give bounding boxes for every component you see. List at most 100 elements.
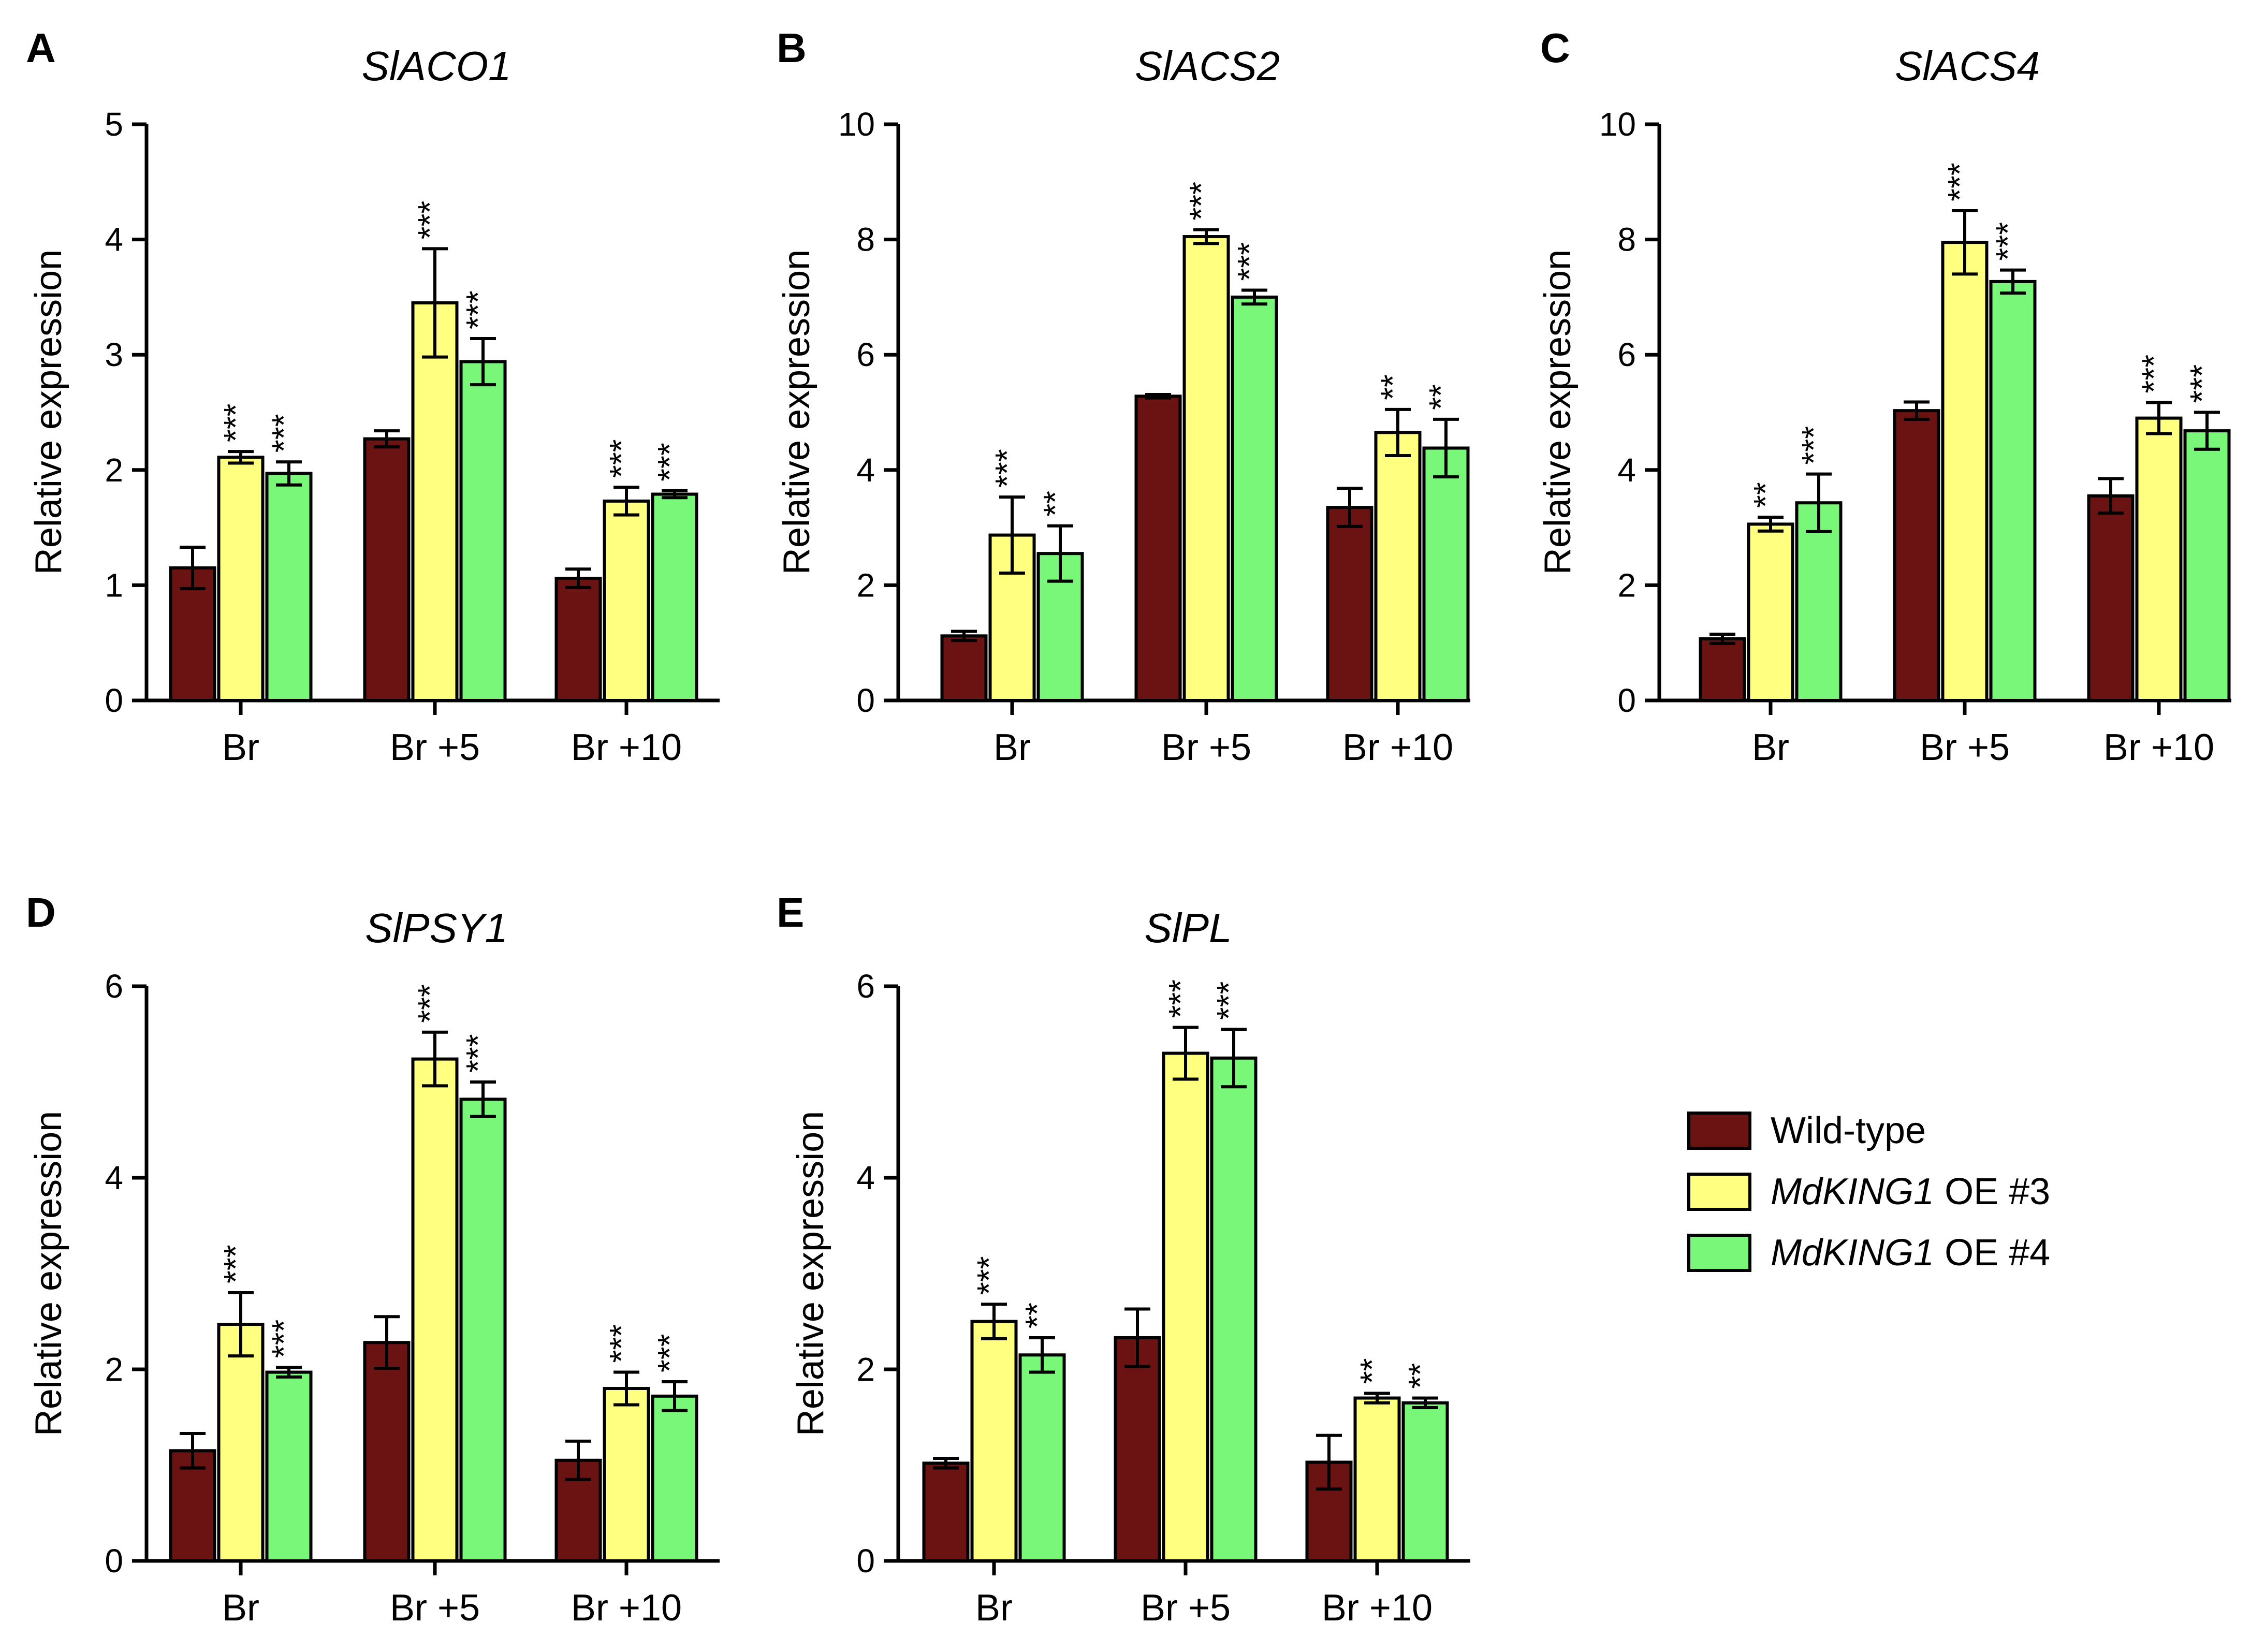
x-tick-label: Br +10	[2103, 727, 2214, 768]
y-tick-label: 0	[105, 1542, 123, 1580]
bar	[1795, 501, 1843, 703]
bar	[1326, 506, 1373, 703]
legend-label-gene: MdKING1	[1771, 1171, 1934, 1212]
bar	[1699, 637, 1746, 703]
bar	[603, 499, 650, 702]
legend-label-gene: MdKING1	[1771, 1232, 1934, 1274]
y-tick-label: 0	[856, 1542, 875, 1580]
x-tick-label: Br +5	[390, 727, 480, 768]
significance-label: ***	[1182, 182, 1220, 221]
panel-letter: A	[26, 25, 56, 71]
bar	[1114, 1336, 1161, 1562]
significance-label: **	[1353, 1358, 1391, 1384]
bar	[1941, 241, 1989, 703]
significance-label: ***	[265, 414, 302, 452]
bar	[1018, 1353, 1066, 1562]
legend-item: MdKING1 OE #4	[1687, 1232, 2050, 1274]
bar	[922, 1461, 970, 1563]
y-tick-label: 10	[838, 106, 875, 143]
legend-label: MdKING1 OE #4	[1771, 1232, 2050, 1274]
bar	[265, 472, 313, 703]
x-tick-label: Br +5	[1920, 727, 2010, 768]
panel-title: SlPL	[1145, 905, 1232, 951]
significance-label: **	[1422, 384, 1459, 410]
bar	[459, 360, 507, 702]
bar	[1210, 1056, 1258, 1562]
significance-label: ***	[2183, 364, 2220, 403]
bar	[265, 1370, 313, 1563]
legend-swatch	[1687, 1173, 1751, 1211]
bar	[411, 1057, 459, 1562]
bar	[2087, 494, 2135, 702]
bar	[1134, 394, 1182, 702]
significance-label: ***	[970, 1256, 1007, 1295]
y-tick-label: 8	[856, 221, 875, 258]
bar	[1401, 1401, 1449, 1562]
x-tick-label: Br	[975, 1587, 1013, 1629]
bar	[651, 492, 698, 703]
significance-label: ***	[651, 1334, 688, 1372]
y-tick-label: 2	[1617, 566, 1636, 604]
significance-label: ***	[1231, 242, 1268, 281]
panel-title: SlACS2	[1135, 43, 1280, 89]
y-tick-label: 0	[856, 682, 875, 719]
y-tick-label: 4	[105, 1159, 123, 1196]
y-tick-label: 10	[1599, 106, 1636, 143]
y-tick-label: 1	[105, 566, 123, 604]
significance-label: ***	[1989, 222, 2026, 261]
significance-label: **	[1401, 1363, 1439, 1389]
bar	[603, 1387, 650, 1562]
significance-label: ***	[1941, 163, 1978, 201]
y-tick-label: 5	[105, 106, 123, 143]
bar	[940, 634, 988, 702]
legend-label-text: Wild-type	[1771, 1110, 1926, 1151]
bar	[2183, 429, 2231, 702]
legend: Wild-type MdKING1 OE #3 MdKING1 OE #4	[1687, 1110, 2050, 1274]
y-tick-label: 4	[105, 221, 123, 258]
panel-letter: B	[777, 25, 807, 71]
significance-label: ***	[1162, 979, 1199, 1018]
panel-d: D SlPSY1 Relative expression 0 2 4 6 Br *** *** Br…	[26, 889, 720, 1629]
bar	[554, 577, 602, 702]
bar	[1182, 235, 1230, 703]
panel-title: SlACO1	[362, 43, 512, 89]
significance-label: ***	[603, 439, 640, 478]
x-tick-label: Br +10	[571, 1587, 682, 1629]
bar	[1374, 431, 1422, 702]
y-tick-label: 6	[1617, 336, 1636, 373]
bar	[363, 1341, 411, 1562]
y-axis-label: Relative expression	[28, 250, 69, 575]
x-tick-label: Br +5	[390, 1587, 480, 1629]
bar	[1422, 446, 1470, 702]
y-tick-label: 4	[1617, 451, 1636, 489]
bar	[217, 456, 265, 703]
bar	[1893, 409, 1940, 702]
bar	[651, 1394, 698, 1563]
y-tick-label: 2	[856, 1351, 875, 1388]
bar	[970, 1320, 1018, 1562]
x-tick-label: Br	[222, 1587, 259, 1629]
x-tick-label: Br +5	[1161, 727, 1251, 768]
x-tick-label: Br	[993, 727, 1031, 768]
y-tick-label: 6	[105, 968, 123, 1005]
significance-label: ***	[459, 1034, 496, 1073]
y-axis-label: Relative expression	[28, 1111, 69, 1436]
panel-letter: C	[1540, 25, 1570, 71]
bar	[363, 437, 411, 702]
significance-label: **	[1018, 1303, 1056, 1328]
legend-swatch	[1687, 1234, 1751, 1272]
panel-title: SlACS4	[1895, 43, 2040, 89]
y-axis-label: Relative expression	[790, 1111, 831, 1436]
significance-label: ***	[411, 201, 448, 240]
y-tick-label: 4	[856, 451, 875, 489]
significance-label: ***	[603, 1324, 640, 1363]
y-tick-label: 2	[105, 451, 123, 489]
legend-label: MdKING1 OE #3	[1771, 1171, 2050, 1212]
significance-label: ***	[459, 290, 496, 329]
panel-a: A SlACO1 Relative expression 0 1 2 3 4 5 Br *** ***…	[26, 25, 720, 768]
y-tick-label: 0	[1617, 682, 1636, 719]
